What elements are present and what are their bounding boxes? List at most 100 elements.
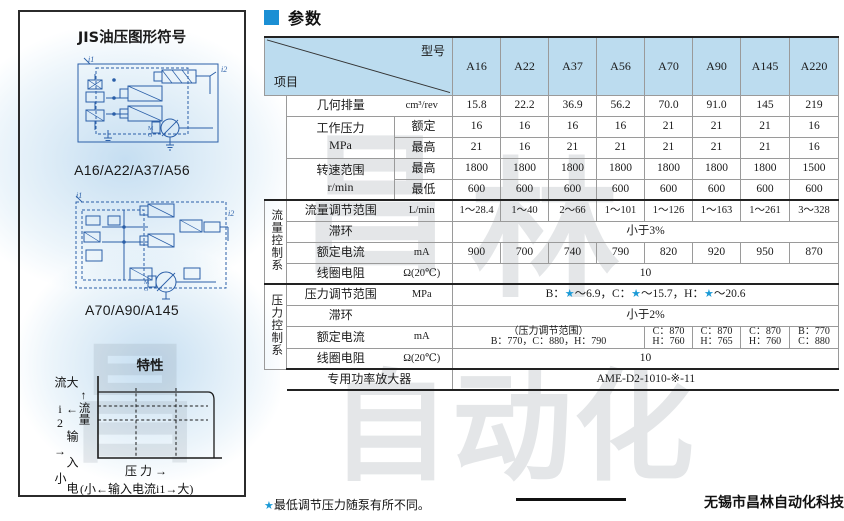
pressure-range-h-rest: ～20.6 xyxy=(713,288,746,301)
row-label-amplifier: 专用功率放大器 xyxy=(286,368,454,391)
row-label-speed-range: 转速范围 r/min xyxy=(286,157,395,201)
cell-flow-range-a90: 1～163 xyxy=(692,199,742,222)
row-unit-pressure-range: MPa xyxy=(394,283,454,306)
svg-text:O: O xyxy=(148,133,153,139)
cell-pressure-rated-a220: 16 xyxy=(789,115,840,138)
row-unit-pressure-rated-current: mA xyxy=(394,325,454,349)
row-label-flow-hysteresis: 滞环 xyxy=(286,220,395,243)
svg-text:O: O xyxy=(144,287,149,293)
table-row-pressure-hysteresis: 滞环 小于2% xyxy=(265,304,840,327)
cell-speed-min-a22: 600 xyxy=(500,178,550,201)
table-row-speed-max: 转速范围 r/min 最高 1800 1800 1800 1800 1800 1… xyxy=(265,157,840,201)
cell-flow-current-a37: 740 xyxy=(548,241,598,264)
row-label-flow-rated-current: 额定电流 xyxy=(286,241,395,264)
cell-speed-max-a37: 1800 xyxy=(548,157,598,180)
cell-speed-max-a220: 1500 xyxy=(789,157,840,180)
row-unit-displacement: cm³/rev xyxy=(394,94,454,117)
table-row-flow-range: 流量控制系 流量调节范围 L/min 1～28.4 1～40 2～66 1～10… xyxy=(264,199,840,285)
cell-pressure-rated-a22: 16 xyxy=(500,115,550,138)
cell-pressure-max-a37: 21 xyxy=(548,136,598,159)
characteristic-x-axis-label: 压 力 → xyxy=(125,464,168,478)
cell-pressure-max-a220: 16 xyxy=(789,136,840,159)
cell-flow-current-a145: 950 xyxy=(740,241,791,264)
sub-label-max-pressure: 最高 xyxy=(393,136,454,159)
row-unit-flow-hysteresis xyxy=(394,220,454,243)
model-header-a70: A70 xyxy=(644,36,694,96)
cell-pressure-max-a16: 21 xyxy=(452,136,502,159)
cell-speed-max-a145: 1800 xyxy=(740,157,791,180)
table-row-flow-hysteresis: 滞环 小于3% xyxy=(265,220,840,243)
cell-pressure-current-a70: C：870 H：760 xyxy=(644,325,694,349)
cell-pressure-max-a56: 21 xyxy=(596,136,646,159)
row-label-pressure-range: 压力调节范围 xyxy=(286,283,395,306)
cell-displacement-a145: 145 xyxy=(740,94,791,117)
group-label-pressure-control: 压力控制系 xyxy=(264,283,287,370)
pressure-range-b-prefix: B： xyxy=(545,288,565,301)
cell-pressure-rated-a16: 16 xyxy=(452,115,502,138)
cell-displacement-a37: 36.9 xyxy=(548,94,598,117)
characteristic-y-axis-inner-label: ↑流量 xyxy=(77,390,90,425)
cell-pressure-max-a145: 21 xyxy=(740,136,791,159)
characteristic-title: 特性 xyxy=(136,358,164,374)
cell-pressure-hysteresis-value: 小于2% xyxy=(452,304,840,327)
symbol-caption-1: A16/A22/A37/A56 xyxy=(74,162,190,178)
cell-speed-min-a37: 600 xyxy=(548,178,598,201)
star-icon-c: ★ xyxy=(631,288,642,301)
cell-pressure-rated-a37: 16 xyxy=(548,115,598,138)
table-row-displacement: 几何排量 cm³/rev 15.8 22.2 36.9 56.2 70.0 91… xyxy=(265,94,840,117)
model-header-a37: A37 xyxy=(548,36,598,96)
row-label-pressure-coil-resistance: 线圈电阻 xyxy=(286,347,395,370)
cell-speed-min-a145: 600 xyxy=(740,178,791,201)
star-icon-h: ★ xyxy=(703,288,714,301)
svg-text:i2: i2 xyxy=(228,209,234,218)
jis-symbol-panel: JIS油压图形符号 xyxy=(18,10,246,497)
cell-speed-min-a90: 600 xyxy=(692,178,742,201)
svg-text:i1: i1 xyxy=(88,55,94,64)
cell-pressure-rated-a90: 21 xyxy=(692,115,742,138)
specification-table: 型号 项目 A16 A22 A37 A56 A70 A90 A145 A220 … xyxy=(263,36,840,391)
sub-label-max-speed: 最高 xyxy=(393,157,454,180)
model-header-a56: A56 xyxy=(596,36,646,96)
cell-flow-range-a16: 1～28.4 xyxy=(452,199,502,222)
model-header-a90: A90 xyxy=(692,36,742,96)
pressure-range-b-rest: ～6.9，C： xyxy=(574,288,632,301)
model-header-a22: A22 xyxy=(500,36,550,96)
row-unit-pressure-hysteresis xyxy=(394,304,454,327)
cell-speed-max-a56: 1800 xyxy=(596,157,646,180)
svg-text:M: M xyxy=(144,280,150,286)
sub-label-min-speed: 最低 xyxy=(393,178,454,201)
header-item-label: 项目 xyxy=(274,74,299,89)
pressure-range-c-rest: ～15.7，H： xyxy=(641,288,704,301)
cell-flow-range-a70: 1～126 xyxy=(644,199,694,222)
table-row-pressure-range: 压力控制系 压力调节范围 MPa B：★～6.9，C：★～15.7，H：★～20… xyxy=(264,283,840,370)
table-row-flow-rated-current: 额定电流 mA 900 700 740 790 820 920 950 870 xyxy=(265,241,840,264)
row-unit-pressure-coil-resistance: Ω(20℃) xyxy=(394,347,454,370)
blue-square-icon xyxy=(264,9,279,25)
cell-displacement-a16: 15.8 xyxy=(452,94,502,117)
svg-text:i1: i1 xyxy=(76,191,82,200)
cell-flow-current-a16: 900 xyxy=(452,241,502,264)
cell-speed-max-a70: 1800 xyxy=(644,157,694,180)
cell-flow-range-a22: 1～40 xyxy=(500,199,550,222)
row-label-working-pressure: 工作压力 MPa xyxy=(286,115,395,159)
cell-pressure-coil-resistance-value: 10 xyxy=(452,347,840,370)
panel-title: JIS油压图形符号 xyxy=(77,30,187,46)
cell-pressure-current-a145: C：870 H：760 xyxy=(740,325,791,349)
cell-displacement-a70: 70.0 xyxy=(644,94,694,117)
cell-displacement-a56: 56.2 xyxy=(596,94,646,117)
row-label-displacement: 几何排量 xyxy=(286,94,395,117)
cell-flow-current-a56: 790 xyxy=(596,241,646,264)
row-label-pressure-hysteresis: 滞环 xyxy=(286,304,395,327)
parameters-heading: 参数 xyxy=(264,5,322,29)
company-rule xyxy=(516,498,626,501)
pressure-current-wide-line2: B：770，C：880，H：790 xyxy=(490,336,607,347)
table-header-row: 型号 项目 A16 A22 A37 A56 A70 A90 A145 A220 xyxy=(263,36,840,96)
table-row-amplifier: 专用功率放大器 AME-D2-1010-※-11 xyxy=(265,368,839,391)
table-row-pressure-rated-current: 额定电流 mA （压力调节范围） B：770，C：880，H：790 C：870… xyxy=(265,325,840,349)
cell-speed-min-a16: 600 xyxy=(452,178,502,201)
header-model-label: 型号 xyxy=(421,44,446,58)
cell-speed-max-a16: 1800 xyxy=(452,157,502,180)
table-row-pressure-max: 最高 21 16 21 21 21 21 21 16 xyxy=(265,136,840,159)
symbol-caption-2: A70/A90/A145 xyxy=(85,302,179,318)
table-row-pressure-coil-resistance: 线圈电阻 Ω(20℃) 10 xyxy=(265,347,840,370)
